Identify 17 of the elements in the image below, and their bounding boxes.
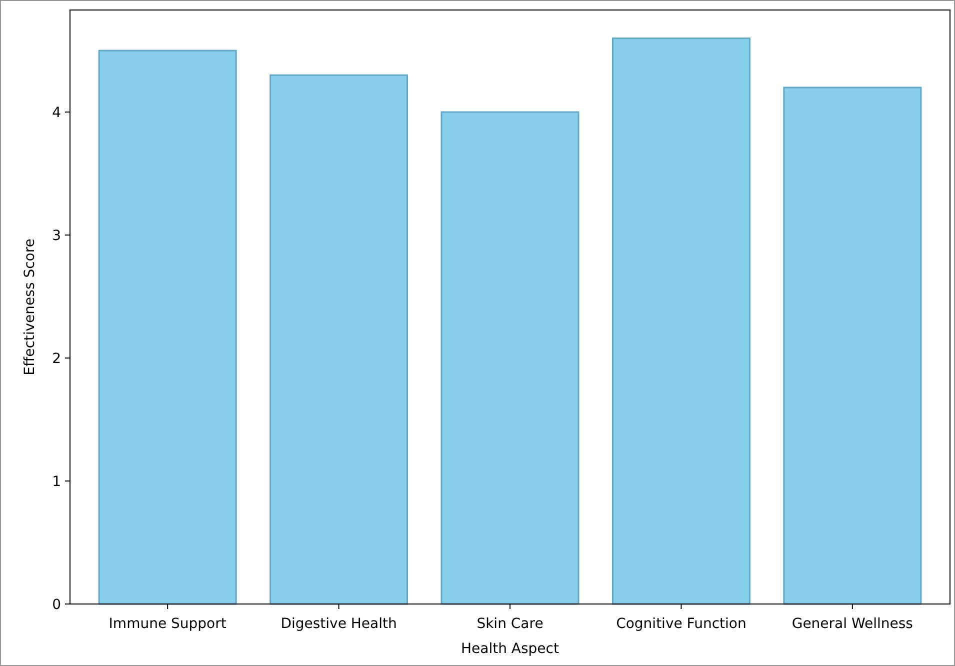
y-tick-label: 4 [52,104,62,121]
x-tick-label: General Wellness [792,616,913,632]
y-axis-title: Effectiveness Score [22,238,38,376]
y-tick-label: 3 [52,228,61,244]
bar [270,74,408,605]
bar [783,86,922,605]
bar [98,50,237,605]
bar [612,38,750,605]
x-tick-label: Digestive Health [280,616,397,632]
x-tick-label: Immune Support [108,616,227,632]
x-tick-label: Skin Care [476,616,544,632]
y-tick-label: 0 [52,596,61,613]
y-tick-label: 2 [52,350,61,367]
bar [440,111,580,605]
y-tick-label: 1 [52,474,61,490]
x-tick-label: Cognitive Function [616,616,746,632]
x-axis-title: Health Aspect [461,641,560,657]
